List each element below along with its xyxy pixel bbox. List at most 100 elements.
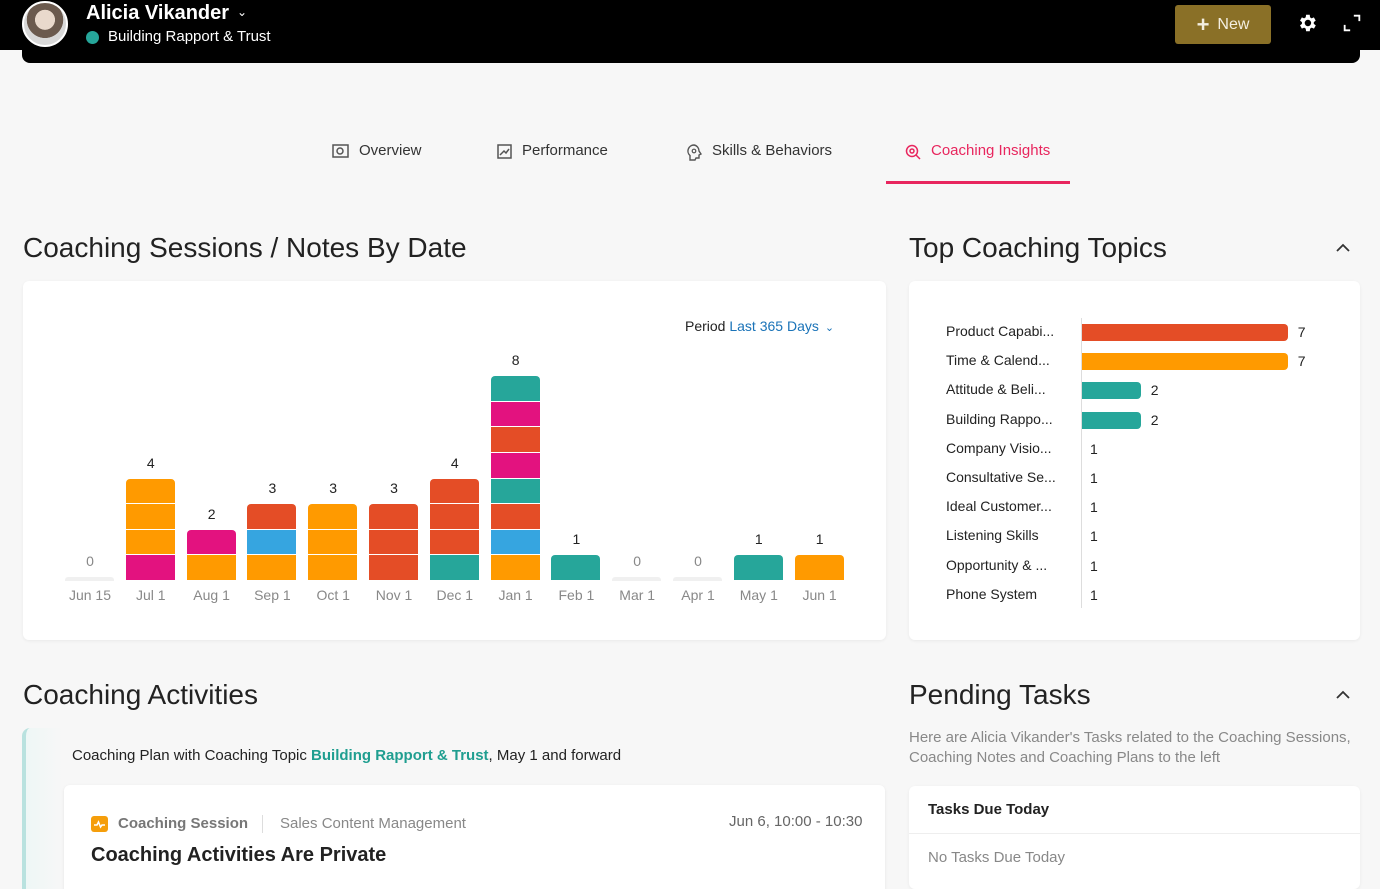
sessions-card (23, 281, 886, 640)
top-header: Alicia Vikander ⌄ Building Rapport & Tru… (0, 0, 1380, 63)
performance-icon (497, 144, 512, 159)
bar-segment[interactable] (186, 555, 236, 580)
chevron-up-icon[interactable] (1335, 243, 1351, 253)
bar-value-label: 4 (146, 454, 155, 471)
new-button[interactable]: + New (1175, 5, 1271, 44)
plan-suffix: , May 1 and forward (488, 747, 622, 764)
coaching-insights-icon (905, 144, 921, 160)
topic-bar[interactable] (1082, 411, 1141, 429)
bar-segment[interactable] (490, 504, 540, 529)
topic-value: 1 (1090, 440, 1098, 457)
tab-performance[interactable]: Performance (497, 130, 608, 184)
user-name[interactable]: Alicia Vikander (86, 2, 230, 24)
topic-value: 7 (1297, 353, 1306, 370)
bar-segment[interactable] (369, 529, 418, 555)
tasks-card (909, 786, 1360, 889)
x-tick-label: Aug 1 (193, 587, 230, 603)
x-tick-label: Oct 1 (316, 587, 350, 603)
bar-segment[interactable] (733, 555, 783, 580)
session-divider (262, 815, 263, 833)
active-tab-underline (886, 181, 1070, 184)
bar-value-label: 0 (633, 553, 642, 569)
bar-segment[interactable] (490, 427, 540, 452)
period-label: Period (685, 318, 726, 334)
bar-segment[interactable] (308, 529, 358, 555)
header-bar-tab (22, 40, 1360, 63)
bar-segment[interactable] (125, 478, 175, 504)
topic-bar[interactable] (1082, 382, 1141, 400)
bar-segment[interactable] (490, 376, 540, 401)
bar-value-label: 1 (572, 531, 581, 548)
topic-label: Time & Calend... (946, 352, 1050, 369)
bar-segment[interactable] (369, 504, 418, 529)
bar-segment[interactable] (490, 529, 540, 555)
activity-card[interactable] (64, 785, 885, 889)
bar-segment[interactable] (125, 504, 175, 529)
plus-icon: + (1196, 11, 1210, 37)
topic-label: Company Visio... (946, 439, 1052, 456)
topic-label: Product Capabi... (946, 323, 1055, 339)
tasks-empty: No Tasks Due Today (928, 849, 1066, 866)
period-value[interactable]: Last 365 Days (729, 318, 819, 334)
topic-label: Opportunity & ... (946, 556, 1048, 573)
bar-segment[interactable] (490, 555, 540, 580)
activities-accent (22, 728, 62, 889)
topic-label: Attitude & Beli... (946, 381, 1046, 398)
bar-segment[interactable] (247, 504, 297, 529)
bar-segment[interactable] (490, 453, 540, 478)
bar-segment[interactable] (369, 555, 418, 580)
bar-segment[interactable] (429, 529, 479, 555)
topic-value: 1 (1090, 499, 1098, 516)
tab-performance-label: Performance (522, 142, 608, 159)
bar-empty[interactable] (65, 577, 114, 581)
topics-title: Top Coaching Topics (909, 232, 1167, 263)
topic-value: 1 (1090, 528, 1098, 545)
chevron-down-icon[interactable]: ⌄ (824, 322, 835, 334)
period-selector[interactable]: Period Last 365 Days ⌄ (685, 318, 834, 334)
bar-value-label: 0 (694, 553, 702, 569)
plan-topic-link[interactable]: Building Rapport & Trust (311, 747, 489, 764)
avatar[interactable] (22, 1, 68, 47)
chevron-down-icon[interactable]: ⌄ (237, 5, 248, 19)
bar-segment[interactable] (429, 555, 479, 580)
bar-segment[interactable] (794, 555, 844, 580)
bar-empty[interactable] (673, 577, 722, 581)
topic-label: Ideal Customer... (946, 498, 1052, 515)
session-time: Jun 6, 10:00 - 10:30 (729, 813, 863, 830)
tab-skills[interactable]: Skills & Behaviors (686, 130, 832, 184)
topic-value: 7 (1297, 324, 1306, 340)
tab-overview[interactable]: Overview (332, 130, 422, 184)
bar-segment[interactable] (490, 401, 540, 427)
bar-segment[interactable] (429, 504, 479, 529)
expand-icon[interactable] (1341, 12, 1363, 34)
topic-bar[interactable] (1082, 353, 1288, 371)
bar-value-label: 4 (450, 454, 459, 471)
session-type: Coaching Session (118, 815, 249, 832)
bar-segment[interactable] (308, 504, 358, 529)
bar-segment[interactable] (125, 529, 175, 555)
bar-segment[interactable] (247, 529, 297, 555)
bar-segment[interactable] (186, 529, 236, 555)
bar-segment[interactable] (490, 478, 540, 504)
bar-segment[interactable] (551, 555, 601, 580)
gear-icon[interactable] (1296, 12, 1318, 34)
topic-bar[interactable] (1082, 324, 1288, 341)
bar-segment[interactable] (247, 555, 297, 580)
bar-segment[interactable] (125, 555, 175, 580)
topics-axis (1081, 318, 1082, 608)
tab-coaching-insights[interactable]: Coaching Insights (905, 130, 1050, 184)
bar-value-label: 3 (390, 480, 398, 497)
pending-title: Pending Tasks (909, 679, 1091, 710)
chevron-up-icon[interactable] (1335, 690, 1351, 700)
x-tick-label: May 1 (739, 587, 778, 603)
plan-prefix: Coaching Plan with Coaching Topic (72, 747, 307, 764)
bar-value-label: 3 (268, 480, 277, 497)
bar-empty[interactable] (612, 577, 662, 581)
bar-segment[interactable] (308, 555, 358, 580)
pending-description: Here are Alicia Vikander's Tasks related… (909, 729, 1351, 766)
topic-label: Listening Skills (946, 527, 1039, 544)
user-subtitle: Building Rapport & Trust (108, 28, 271, 45)
session-icon (91, 816, 108, 832)
bar-segment[interactable] (429, 478, 479, 504)
topic-value: 2 (1150, 382, 1159, 399)
